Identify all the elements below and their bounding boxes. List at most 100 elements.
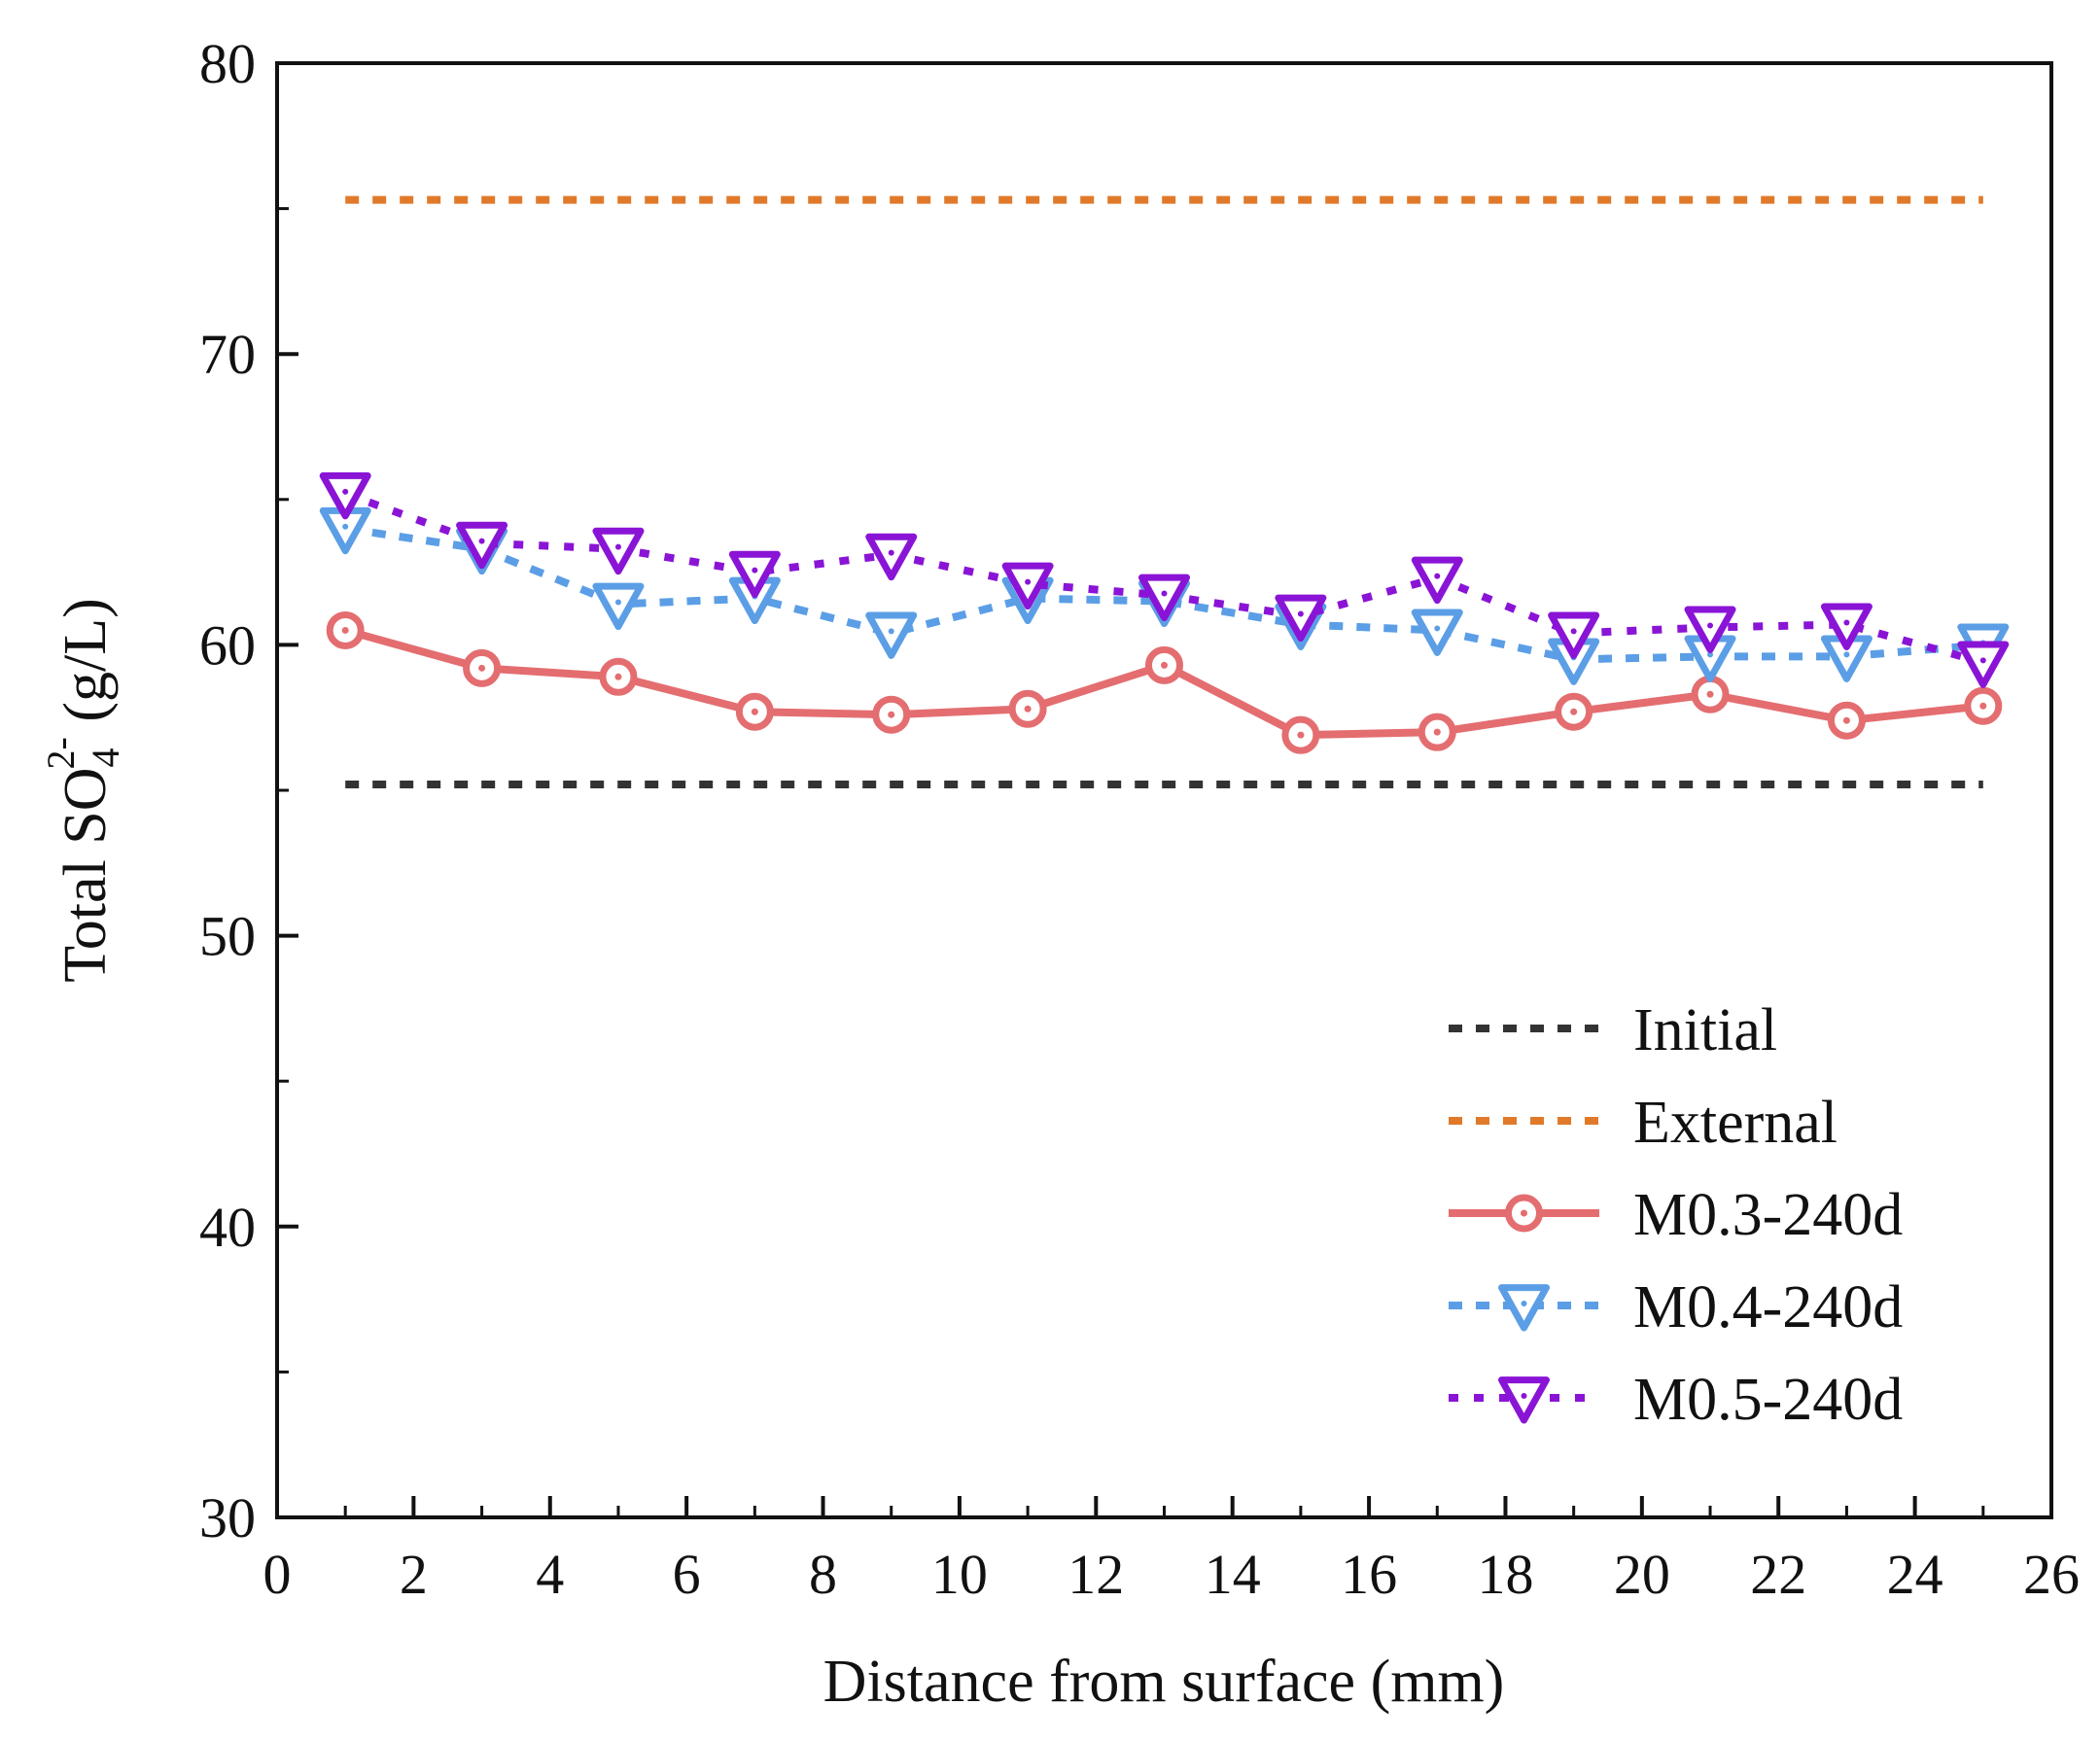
data-point-m0-3-240d-center	[1570, 708, 1578, 715]
data-point-m0-4-240d-center	[342, 523, 349, 530]
y-tick-label: 50	[199, 905, 256, 968]
data-point-m0-3-240d-center	[478, 664, 486, 672]
data-point-m0-5-240d-center	[1297, 610, 1304, 617]
x-tick-label: 0	[263, 1543, 292, 1606]
data-point-m0-3-240d	[1555, 692, 1593, 731]
x-tick-label: 8	[809, 1543, 837, 1606]
data-point-m0-5-240d	[592, 527, 645, 575]
data-point-m0-5-240d-center	[1707, 622, 1714, 629]
data-point-m0-3-240d	[463, 648, 502, 687]
x-tick-label: 24	[1887, 1543, 1943, 1606]
legend-marker-m0-4-240d-center	[1521, 1301, 1527, 1306]
data-point-m0-4-240d-center	[614, 599, 621, 606]
data-point-m0-5-240d-outline	[1138, 574, 1190, 622]
data-point-m0-5-240d-center	[1843, 619, 1850, 626]
legend-label-m0-5-240d: M0.5-240d	[1633, 1367, 1903, 1433]
data-point-m0-3-240d	[599, 657, 638, 696]
x-tick-label: 18	[1477, 1543, 1533, 1606]
legend: Initial External M0.3-240d M0.4-240d M0.5-24…	[1449, 997, 1903, 1433]
data-point-m0-5-240d-center	[614, 543, 621, 550]
legend-marker-m0-4-240d	[1498, 1284, 1550, 1332]
data-point-m0-5-240d	[1548, 611, 1600, 659]
data-point-m0-3-240d-center	[341, 626, 349, 634]
data-point-m0-5-240d	[728, 550, 781, 599]
data-point-m0-3-240d-center	[751, 708, 758, 715]
data-point-m0-5-240d-outline	[319, 471, 371, 520]
data-point-m0-3-240d	[1691, 675, 1730, 713]
legend-label-m0-3-240d: M0.3-240d	[1633, 1182, 1903, 1248]
data-point-m0-3-240d-center	[1297, 731, 1305, 739]
x-tick-label: 2	[400, 1543, 428, 1606]
data-point-m0-4-240d	[865, 611, 918, 659]
data-point-m0-4-240d-center	[1843, 651, 1850, 658]
data-point-m0-3-240d	[872, 695, 911, 734]
data-point-m0-5-240d	[1001, 562, 1054, 610]
data-point-m0-3-240d-center	[1979, 702, 1987, 710]
data-point-m0-3-240d	[1145, 645, 1183, 684]
data-point-m0-3-240d-center	[614, 673, 622, 680]
data-point-m0-5-240d	[1957, 641, 2010, 688]
data-point-m0-5-240d	[1275, 594, 1327, 642]
data-point-m0-5-240d	[456, 521, 508, 570]
legend-marker-m0-5-240d	[1498, 1376, 1550, 1424]
x-tick-label: 14	[1205, 1543, 1261, 1606]
y-axis-label-main: Total SO	[52, 767, 119, 982]
data-point-m0-3-240d-center	[1706, 690, 1714, 698]
data-point-m0-3-240d	[735, 692, 774, 731]
legend-label-m0-4-240d: M0.4-240d	[1633, 1274, 1903, 1340]
series-m0-5-240d	[319, 471, 2010, 688]
y-tick-label: 70	[199, 323, 256, 386]
data-point-m0-5-240d-outline	[1957, 641, 2010, 688]
y-axis-label-subscript: 4	[84, 748, 127, 767]
data-point-m0-5-240d-outline	[1684, 606, 1736, 653]
data-point-m0-5-240d-outline	[1548, 611, 1600, 659]
data-point-m0-5-240d	[1684, 606, 1736, 653]
y-axis-label-superscript: 2-	[39, 737, 83, 769]
y-tick-label: 60	[199, 613, 256, 677]
plot-frame	[275, 61, 2053, 1519]
data-point-m0-5-240d-center	[1979, 657, 1986, 664]
y-tick-label: 80	[199, 32, 256, 95]
x-tick-label: 26	[2023, 1543, 2080, 1606]
data-point-m0-3-240d	[1964, 686, 2003, 725]
legend-marker-m0-5-240d-center	[1521, 1393, 1527, 1399]
x-tick-label: 6	[673, 1543, 701, 1606]
data-point-m0-5-240d-outline	[1001, 562, 1054, 610]
data-point-m0-5-240d	[865, 533, 918, 581]
data-point-m0-3-240d-center	[1161, 661, 1168, 669]
data-point-m0-5-240d-outline	[1820, 603, 1872, 650]
data-point-m0-3-240d-center	[1842, 716, 1850, 724]
x-axis-label: Distance from surface (mm)	[823, 1649, 1505, 1715]
legend-label-initial: Initial	[1633, 997, 1777, 1063]
data-point-m0-4-240d-outline	[865, 611, 918, 659]
data-point-m0-5-240d-outline	[865, 533, 918, 581]
data-point-m0-3-240d-center	[1433, 728, 1441, 736]
x-tick-label: 16	[1341, 1543, 1397, 1606]
data-point-m0-4-240d-center	[888, 628, 894, 635]
x-tick-label: 4	[536, 1543, 564, 1606]
data-point-m0-4-240d-center	[1707, 651, 1714, 658]
data-point-m0-5-240d-outline	[592, 527, 645, 575]
data-point-m0-5-240d-center	[1025, 578, 1032, 585]
x-tick-label: 12	[1068, 1543, 1124, 1606]
data-point-m0-5-240d	[1411, 556, 1463, 605]
y-axis-label-unit: (g/L)	[52, 598, 119, 737]
x-tick-label: 10	[931, 1543, 988, 1606]
data-point-m0-4-240d-center	[1434, 625, 1441, 632]
x-tick-label: 22	[1750, 1543, 1806, 1606]
x-tick-label: 20	[1614, 1543, 1670, 1606]
y-tick-label: 40	[199, 1196, 256, 1259]
data-point-m0-5-240d-center	[1434, 573, 1441, 579]
data-point-m0-3-240d	[1008, 689, 1047, 728]
data-point-m0-3-240d-center	[888, 711, 895, 718]
data-point-m0-3-240d	[1418, 713, 1456, 751]
y-axis-label: Total SO42- (g/L)	[39, 598, 127, 983]
data-point-m0-3-240d	[1281, 715, 1320, 754]
legend-marker-m0-5-240d-outline	[1498, 1376, 1550, 1424]
data-point-m0-4-240d	[1411, 609, 1463, 656]
data-point-m0-4-240d-outline	[592, 582, 645, 631]
data-point-m0-5-240d-center	[752, 567, 758, 574]
data-point-m0-5-240d-outline	[1275, 594, 1327, 642]
